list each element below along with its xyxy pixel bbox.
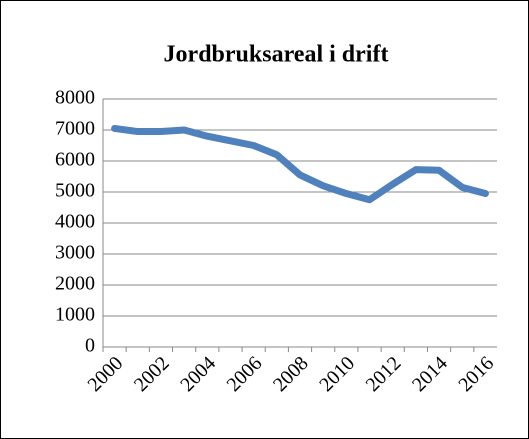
- y-tick-label: 0: [85, 335, 95, 357]
- y-tick-label: 2000: [55, 273, 95, 295]
- y-tick-label: 3000: [55, 242, 95, 264]
- data-line: [111, 124, 489, 204]
- y-tick-label: 5000: [55, 180, 95, 202]
- y-tick-label: 6000: [55, 149, 95, 171]
- y-tick-label: 1000: [55, 304, 95, 326]
- y-tick-label: 4000: [55, 211, 95, 233]
- y-tick-label: 8000: [55, 87, 95, 109]
- y-tick-label: 7000: [55, 118, 95, 140]
- chart-title: Jordbruksareal i drift: [164, 42, 389, 68]
